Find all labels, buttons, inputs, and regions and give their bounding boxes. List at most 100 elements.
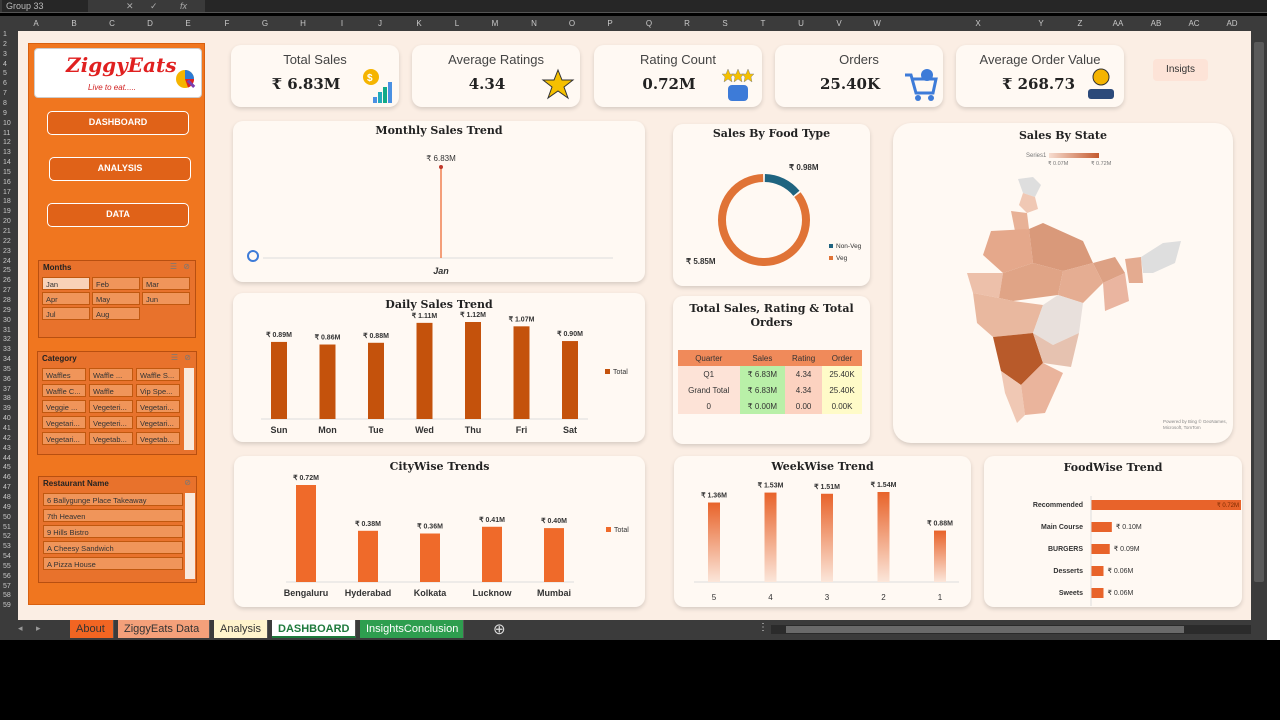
column-header[interactable]: W xyxy=(873,19,881,28)
horizontal-scroll-thumb[interactable] xyxy=(786,626,1184,633)
row-header[interactable]: 15 xyxy=(3,168,11,176)
column-header[interactable]: L xyxy=(454,19,460,28)
row-header[interactable]: 8 xyxy=(3,99,7,107)
row-header[interactable]: 42 xyxy=(3,434,11,442)
add-sheet-icon[interactable]: ⊕ xyxy=(493,621,506,638)
row-header[interactable]: 4 xyxy=(3,60,7,68)
category-item[interactable]: Vegetari... xyxy=(136,416,180,429)
column-header[interactable]: P xyxy=(607,19,613,28)
row-header[interactable]: 59 xyxy=(3,602,11,610)
nav-data-button[interactable]: DATA xyxy=(47,203,189,227)
column-header[interactable]: E xyxy=(185,19,191,28)
category-item[interactable]: Waffles xyxy=(42,368,86,381)
row-header[interactable]: 17 xyxy=(3,188,11,196)
restaurant-item[interactable]: 9 Hills Bistro xyxy=(43,525,183,538)
row-header[interactable]: 1 xyxy=(3,31,7,38)
row-header[interactable]: 57 xyxy=(3,582,11,590)
category-item[interactable]: Vegeteri... xyxy=(89,416,133,429)
row-header[interactable]: 54 xyxy=(3,553,11,561)
row-header[interactable]: 37 xyxy=(3,385,11,393)
row-header[interactable]: 30 xyxy=(3,316,11,324)
row-header[interactable]: 47 xyxy=(3,484,11,492)
row-header[interactable]: 34 xyxy=(3,356,11,364)
row-header[interactable]: 26 xyxy=(3,277,11,285)
restaurant-scrollbar[interactable] xyxy=(185,493,195,579)
month-item[interactable]: Aug xyxy=(92,307,140,320)
row-header[interactable]: 44 xyxy=(3,454,11,462)
row-header[interactable]: 33 xyxy=(3,346,11,354)
column-header[interactable]: D xyxy=(147,19,153,28)
formula-input[interactable] xyxy=(205,0,1280,12)
row-header[interactable]: 51 xyxy=(3,523,11,531)
column-header[interactable]: T xyxy=(760,19,766,28)
name-box[interactable]: Group 33 xyxy=(2,0,88,12)
clear-filter-icon[interactable]: ⊘ xyxy=(183,262,190,271)
row-header[interactable]: 2 xyxy=(3,40,7,48)
row-header[interactable]: 25 xyxy=(3,267,11,275)
row-header[interactable]: 10 xyxy=(3,119,11,127)
column-header[interactable]: AA xyxy=(1112,19,1124,28)
category-item[interactable]: Vegetab... xyxy=(89,432,133,445)
clear-filter-icon[interactable]: ⊘ xyxy=(184,353,191,362)
restaurant-item[interactable]: A Pizza House xyxy=(43,557,183,570)
fx-icon[interactable]: fx xyxy=(180,1,188,11)
column-header[interactable]: A xyxy=(33,19,39,28)
row-header[interactable]: 35 xyxy=(3,365,11,373)
category-item[interactable]: Vegeteri... xyxy=(89,400,133,413)
insights-button[interactable]: Insigts xyxy=(1153,59,1208,81)
row-header[interactable]: 45 xyxy=(3,464,11,472)
row-header[interactable]: 12 xyxy=(3,139,11,147)
restaurant-item[interactable]: 7th Heaven xyxy=(43,509,183,522)
column-header[interactable]: I xyxy=(340,19,344,28)
month-item[interactable]: Mar xyxy=(142,277,190,290)
category-item[interactable]: Waffle S... xyxy=(136,368,180,381)
vertical-scroll-thumb[interactable] xyxy=(1254,42,1264,582)
multi-select-icon[interactable]: ☰ xyxy=(170,353,178,362)
column-header[interactable]: R xyxy=(684,19,690,28)
column-header[interactable]: U xyxy=(798,19,804,28)
month-item[interactable]: Jul xyxy=(42,307,90,320)
row-header[interactable]: 13 xyxy=(3,149,11,157)
row-header[interactable]: 28 xyxy=(3,296,11,304)
sheet-tab-dashboard[interactable]: DASHBOARD xyxy=(272,620,356,638)
cancel-icon[interactable]: ✕ xyxy=(126,1,134,11)
column-header[interactable]: Z xyxy=(1077,19,1083,28)
category-item[interactable]: Waffle ... xyxy=(89,368,133,381)
prev-sheet-icon[interactable]: ◂ xyxy=(18,623,23,633)
column-header[interactable]: K xyxy=(416,19,422,28)
row-header[interactable]: 36 xyxy=(3,375,11,383)
row-header[interactable]: 53 xyxy=(3,543,11,551)
column-header[interactable]: O xyxy=(568,19,576,28)
row-header[interactable]: 38 xyxy=(3,395,11,403)
category-item[interactable]: Vegetari... xyxy=(136,400,180,413)
row-header[interactable]: 55 xyxy=(3,562,11,570)
row-header[interactable]: 31 xyxy=(3,326,11,334)
row-header[interactable]: 49 xyxy=(3,503,11,511)
category-item[interactable]: Vegetab... xyxy=(136,432,180,445)
multi-select-icon[interactable]: ☰ xyxy=(169,262,177,271)
row-header[interactable]: 5 xyxy=(3,70,7,78)
month-item[interactable]: Jun xyxy=(142,292,190,305)
row-header[interactable]: 3 xyxy=(3,50,7,58)
row-header[interactable]: 9 xyxy=(3,109,7,117)
row-header[interactable]: 24 xyxy=(3,257,11,265)
row-header[interactable]: 21 xyxy=(3,228,11,235)
row-header[interactable]: 20 xyxy=(3,218,11,226)
row-header[interactable]: 18 xyxy=(3,198,11,206)
row-header[interactable]: 58 xyxy=(3,592,11,600)
column-header[interactable]: Q xyxy=(645,19,653,28)
column-header[interactable]: G xyxy=(261,19,269,28)
row-header[interactable]: 40 xyxy=(3,415,11,423)
month-item[interactable]: Jan xyxy=(42,277,90,290)
column-header[interactable]: C xyxy=(109,19,115,28)
category-item[interactable]: Waffle xyxy=(89,384,133,397)
category-item[interactable]: Veggie ... xyxy=(42,400,86,413)
column-header[interactable]: S xyxy=(722,19,728,28)
row-header[interactable]: 11 xyxy=(3,129,11,137)
row-header[interactable]: 50 xyxy=(3,513,11,521)
month-item[interactable]: Apr xyxy=(42,292,90,305)
enter-icon[interactable]: ✓ xyxy=(150,1,158,11)
month-item[interactable]: May xyxy=(92,292,140,305)
column-header[interactable]: J xyxy=(378,19,382,28)
row-header[interactable]: 41 xyxy=(3,425,11,432)
